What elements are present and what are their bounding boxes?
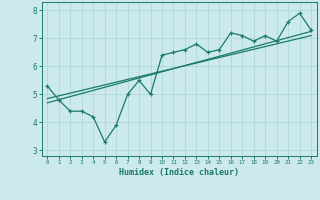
X-axis label: Humidex (Indice chaleur): Humidex (Indice chaleur) (119, 168, 239, 177)
